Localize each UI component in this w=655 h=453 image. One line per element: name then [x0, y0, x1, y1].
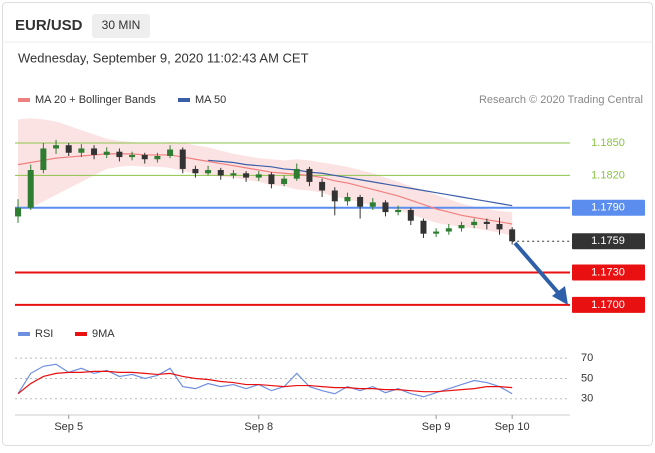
candle-body — [40, 148, 47, 171]
x-tick-label: Sep 8 — [244, 421, 273, 433]
plot: 1.1850 1.1820 1.1790 1.1759 1.1730 1.1700 MA 2… — [15, 94, 645, 433]
ma-line — [208, 159, 513, 207]
candle-body — [293, 168, 300, 179]
level-label: 1.1700 — [591, 299, 625, 311]
level-box — [572, 199, 645, 216]
candle-body — [15, 207, 22, 217]
candle-body — [91, 148, 98, 155]
candle-body — [243, 173, 250, 178]
x-tick-label: Sep 10 — [495, 421, 530, 433]
candle-body — [382, 202, 389, 213]
candle-body — [154, 156, 161, 160]
legend-label: MA 50 — [195, 94, 226, 106]
bollinger-band — [18, 118, 513, 236]
level-label: 1.1790 — [591, 202, 625, 214]
candle-body — [433, 231, 440, 234]
source: Research © 2020 Trading Central — [479, 94, 643, 106]
candle-body — [306, 168, 313, 182]
legend-swatch — [18, 98, 30, 102]
candle-body — [167, 149, 174, 156]
candle-body — [281, 178, 288, 185]
candle-body — [483, 221, 490, 224]
candle-body — [129, 154, 136, 158]
arrow-head — [552, 286, 568, 305]
candle-body — [458, 225, 465, 229]
candle-body — [319, 181, 326, 191]
candle-body — [344, 197, 351, 202]
level-box — [572, 233, 645, 250]
ma-line — [17, 153, 513, 225]
datetime: Wednesday, September 9, 2020 11:02:43 AM… — [18, 50, 309, 65]
candle-body — [65, 145, 72, 153]
candle-body — [268, 174, 275, 185]
legend-label: MA 20 + Bollinger Bands — [35, 94, 156, 106]
candle-body — [179, 149, 186, 169]
candle-body — [395, 209, 402, 213]
legend-label: 9MA — [92, 328, 115, 340]
level-label: 1.1730 — [591, 266, 625, 278]
candle-body — [53, 145, 60, 149]
legend-swatch — [18, 332, 30, 336]
candle-body — [471, 221, 478, 226]
rsi-tick-label: 70 — [581, 352, 593, 364]
rsi-tick-label: 50 — [581, 372, 593, 384]
legend-swatch — [75, 332, 87, 336]
candle-body — [103, 151, 110, 155]
candle-body — [357, 197, 364, 207]
legend-swatch — [178, 98, 190, 102]
legend-label: RSI — [35, 328, 53, 340]
symbol: EUR/USD — [15, 17, 83, 34]
x-tick-label: Sep 5 — [54, 421, 83, 433]
x-tick-label: Sep 9 — [422, 421, 451, 433]
candle-body — [141, 154, 148, 160]
candle-body — [420, 220, 427, 234]
candle-body — [205, 170, 212, 174]
candle-body — [369, 202, 376, 207]
candle-body — [407, 209, 414, 221]
rsi-tick-label: 30 — [581, 393, 593, 405]
candle-body — [230, 173, 237, 176]
candle-body — [331, 190, 338, 202]
candle-body — [217, 170, 224, 176]
rsi-line — [17, 370, 513, 395]
timeframe: 30 MIN — [102, 18, 141, 32]
candle-body — [255, 174, 262, 178]
candle-body — [27, 170, 34, 208]
level-label: 1.1759 — [591, 235, 625, 247]
candle-body — [496, 223, 503, 230]
candle-body — [445, 228, 452, 232]
level-label: 1.1820 — [591, 169, 625, 181]
level-label: 1.1850 — [591, 137, 625, 149]
candle-body — [509, 229, 516, 242]
level-box — [572, 264, 645, 281]
candle-body — [78, 148, 85, 153]
frame — [2, 2, 653, 446]
timeframe-box — [92, 14, 150, 38]
forecast-arrow — [513, 241, 563, 298]
candle-body — [192, 168, 199, 174]
level-box — [572, 296, 645, 313]
candle-body — [116, 151, 123, 158]
